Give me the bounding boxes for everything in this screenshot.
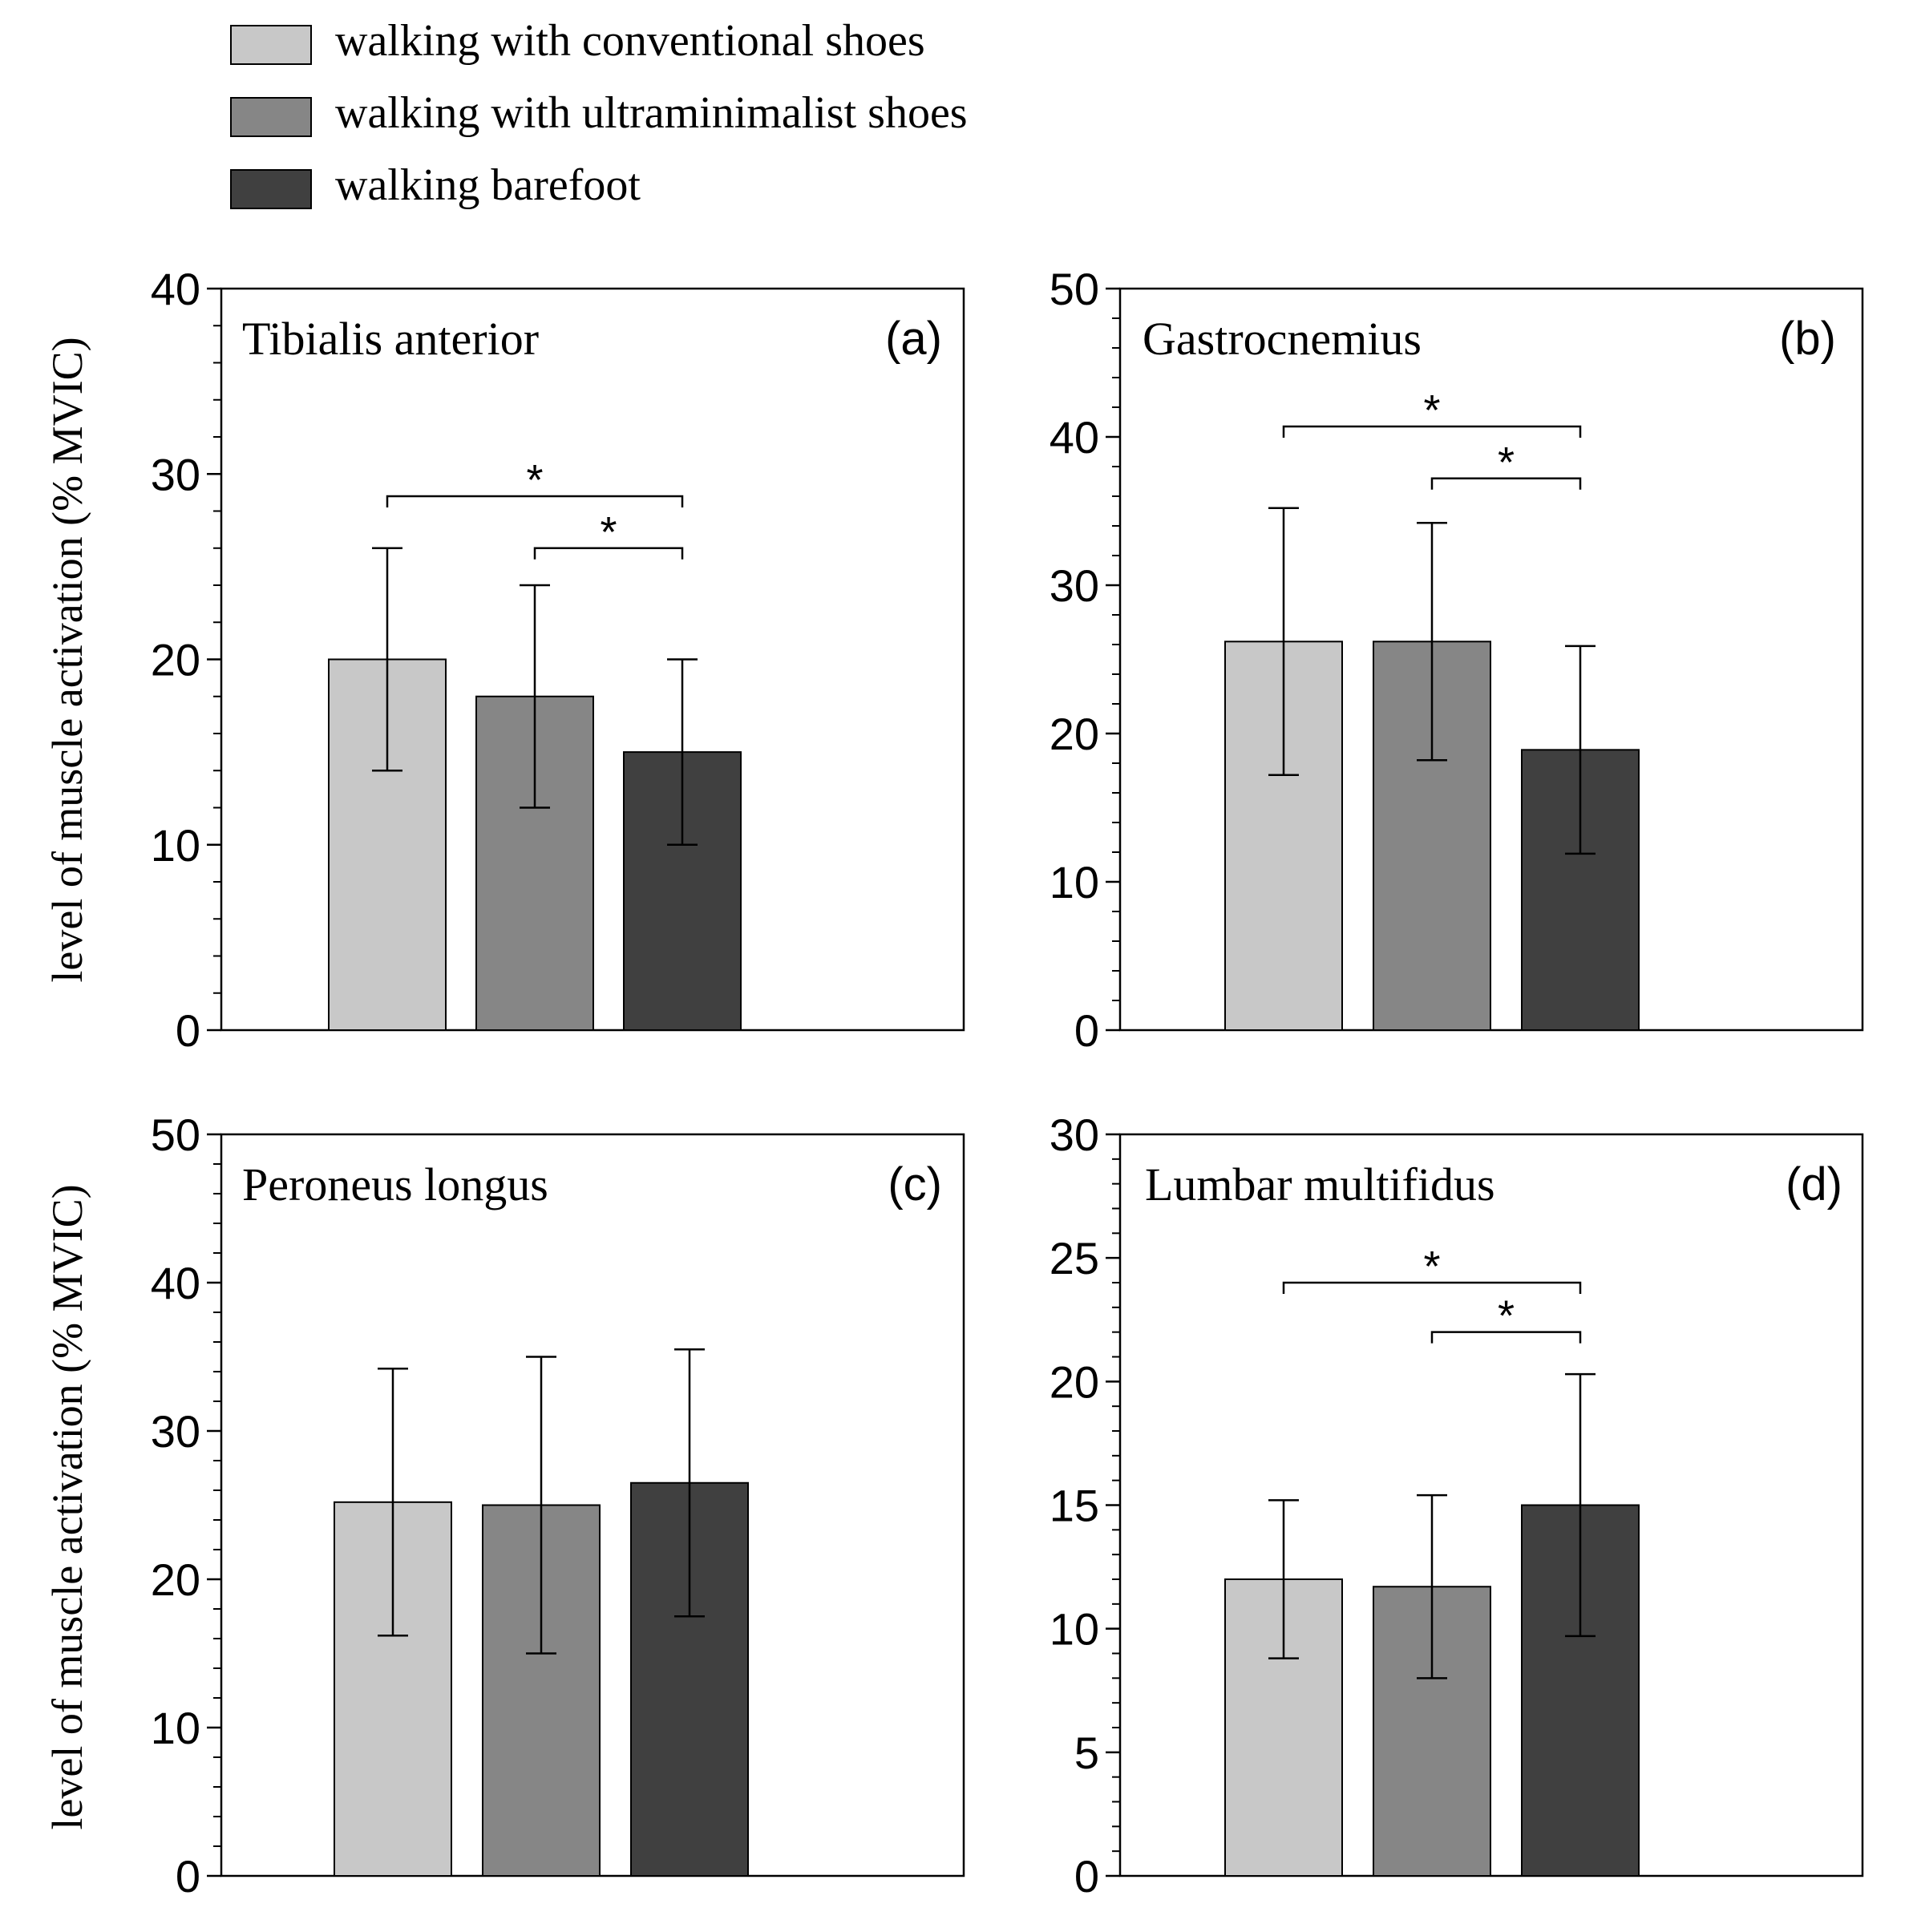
y-axis-label-top: level of muscle activation (% MVIC) xyxy=(43,337,91,982)
legend-item: walking with conventional shoes xyxy=(230,16,925,66)
significance-marker: * xyxy=(1498,1292,1515,1340)
legend-swatch-ultraminimalist xyxy=(230,97,312,137)
y-tick-label: 30 xyxy=(1050,560,1099,611)
y-tick-label: 0 xyxy=(1074,1005,1099,1056)
y-tick-label: 30 xyxy=(151,449,200,499)
legend-label-ultraminimalist: walking with ultraminimalist shoes xyxy=(335,88,968,138)
legend-swatch-conventional xyxy=(230,25,312,65)
significance-bracket xyxy=(533,547,684,560)
panel-tag: (a) xyxy=(885,313,942,365)
significance-marker: * xyxy=(600,508,617,556)
y-tick-label: 20 xyxy=(151,1554,200,1605)
significance-bracket xyxy=(1430,1331,1582,1344)
y-tick-label: 40 xyxy=(151,1258,200,1308)
legend-item: walking barefoot xyxy=(230,160,641,210)
panel-title: Peroneus longus xyxy=(242,1158,548,1211)
significance-bracket xyxy=(386,495,684,507)
panel-tag: (d) xyxy=(1786,1158,1842,1211)
legend-label-conventional: walking with conventional shoes xyxy=(335,16,925,66)
y-tick-label: 10 xyxy=(1050,1604,1099,1655)
y-tick-label: 5 xyxy=(1074,1728,1099,1778)
panel-title: Lumbar multifidus xyxy=(1145,1158,1495,1211)
significance-marker: * xyxy=(1423,1243,1440,1291)
y-tick-label: 15 xyxy=(1050,1481,1099,1531)
y-tick-label: 40 xyxy=(1050,412,1099,463)
panel-title: Gastrocnemius xyxy=(1143,313,1422,365)
y-tick-label: 20 xyxy=(1050,709,1099,759)
chart-panels: 0 10 20 30 40 Tibialis anterior (a) * * 0 10 20 30 40… xyxy=(151,264,1864,1902)
significance-bracket xyxy=(1282,1281,1582,1294)
significance-marker: * xyxy=(1423,386,1440,434)
y-tick-label: 40 xyxy=(151,264,200,314)
y-tick-label: 25 xyxy=(1050,1233,1099,1283)
y-tick-label: 20 xyxy=(1050,1356,1099,1407)
legend-swatch-barefoot xyxy=(230,169,312,209)
y-tick-label: 0 xyxy=(1074,1851,1099,1902)
legend-item: walking with ultraminimalist shoes xyxy=(230,88,968,138)
panel-tag: (b) xyxy=(1779,313,1836,365)
chart-panel: 0 5 10 15 20 25 30 Lumbar multifidus (d) * * xyxy=(1050,1109,1864,1902)
significance-marker: * xyxy=(526,456,543,504)
chart-panel: 0 10 20 30 40 50 Gastrocnemius (b) * * xyxy=(1050,264,1864,1056)
bar xyxy=(334,1501,452,1877)
significance-marker: * xyxy=(1498,439,1515,487)
chart-panel: 0 10 20 30 40 Tibialis anterior (a) * * xyxy=(151,264,965,1056)
y-tick-label: 50 xyxy=(1050,264,1099,314)
panel-tag: (c) xyxy=(888,1158,942,1211)
y-tick-label: 10 xyxy=(151,1703,200,1753)
y-tick-label: 0 xyxy=(176,1005,200,1056)
y-tick-label: 10 xyxy=(151,820,200,871)
y-tick-label: 20 xyxy=(151,635,200,685)
chart-panel: 0 10 20 30 40 50 Peroneus longus (c) xyxy=(151,1109,965,1902)
y-tick-label: 30 xyxy=(1050,1109,1099,1160)
legend-label-barefoot: walking barefoot xyxy=(335,160,641,210)
y-tick-label: 50 xyxy=(151,1109,200,1160)
y-tick-label: 0 xyxy=(176,1851,200,1902)
y-tick-label: 10 xyxy=(1050,857,1099,907)
legend: walking with conventional shoes walking … xyxy=(230,16,968,210)
y-axis-label-bottom: level of muscle activation (% MVIC) xyxy=(43,1184,91,1829)
significance-bracket xyxy=(1430,477,1582,490)
panel-title: Tibialis anterior xyxy=(242,313,539,365)
significance-bracket xyxy=(1282,425,1582,439)
y-tick-label: 30 xyxy=(151,1406,200,1457)
